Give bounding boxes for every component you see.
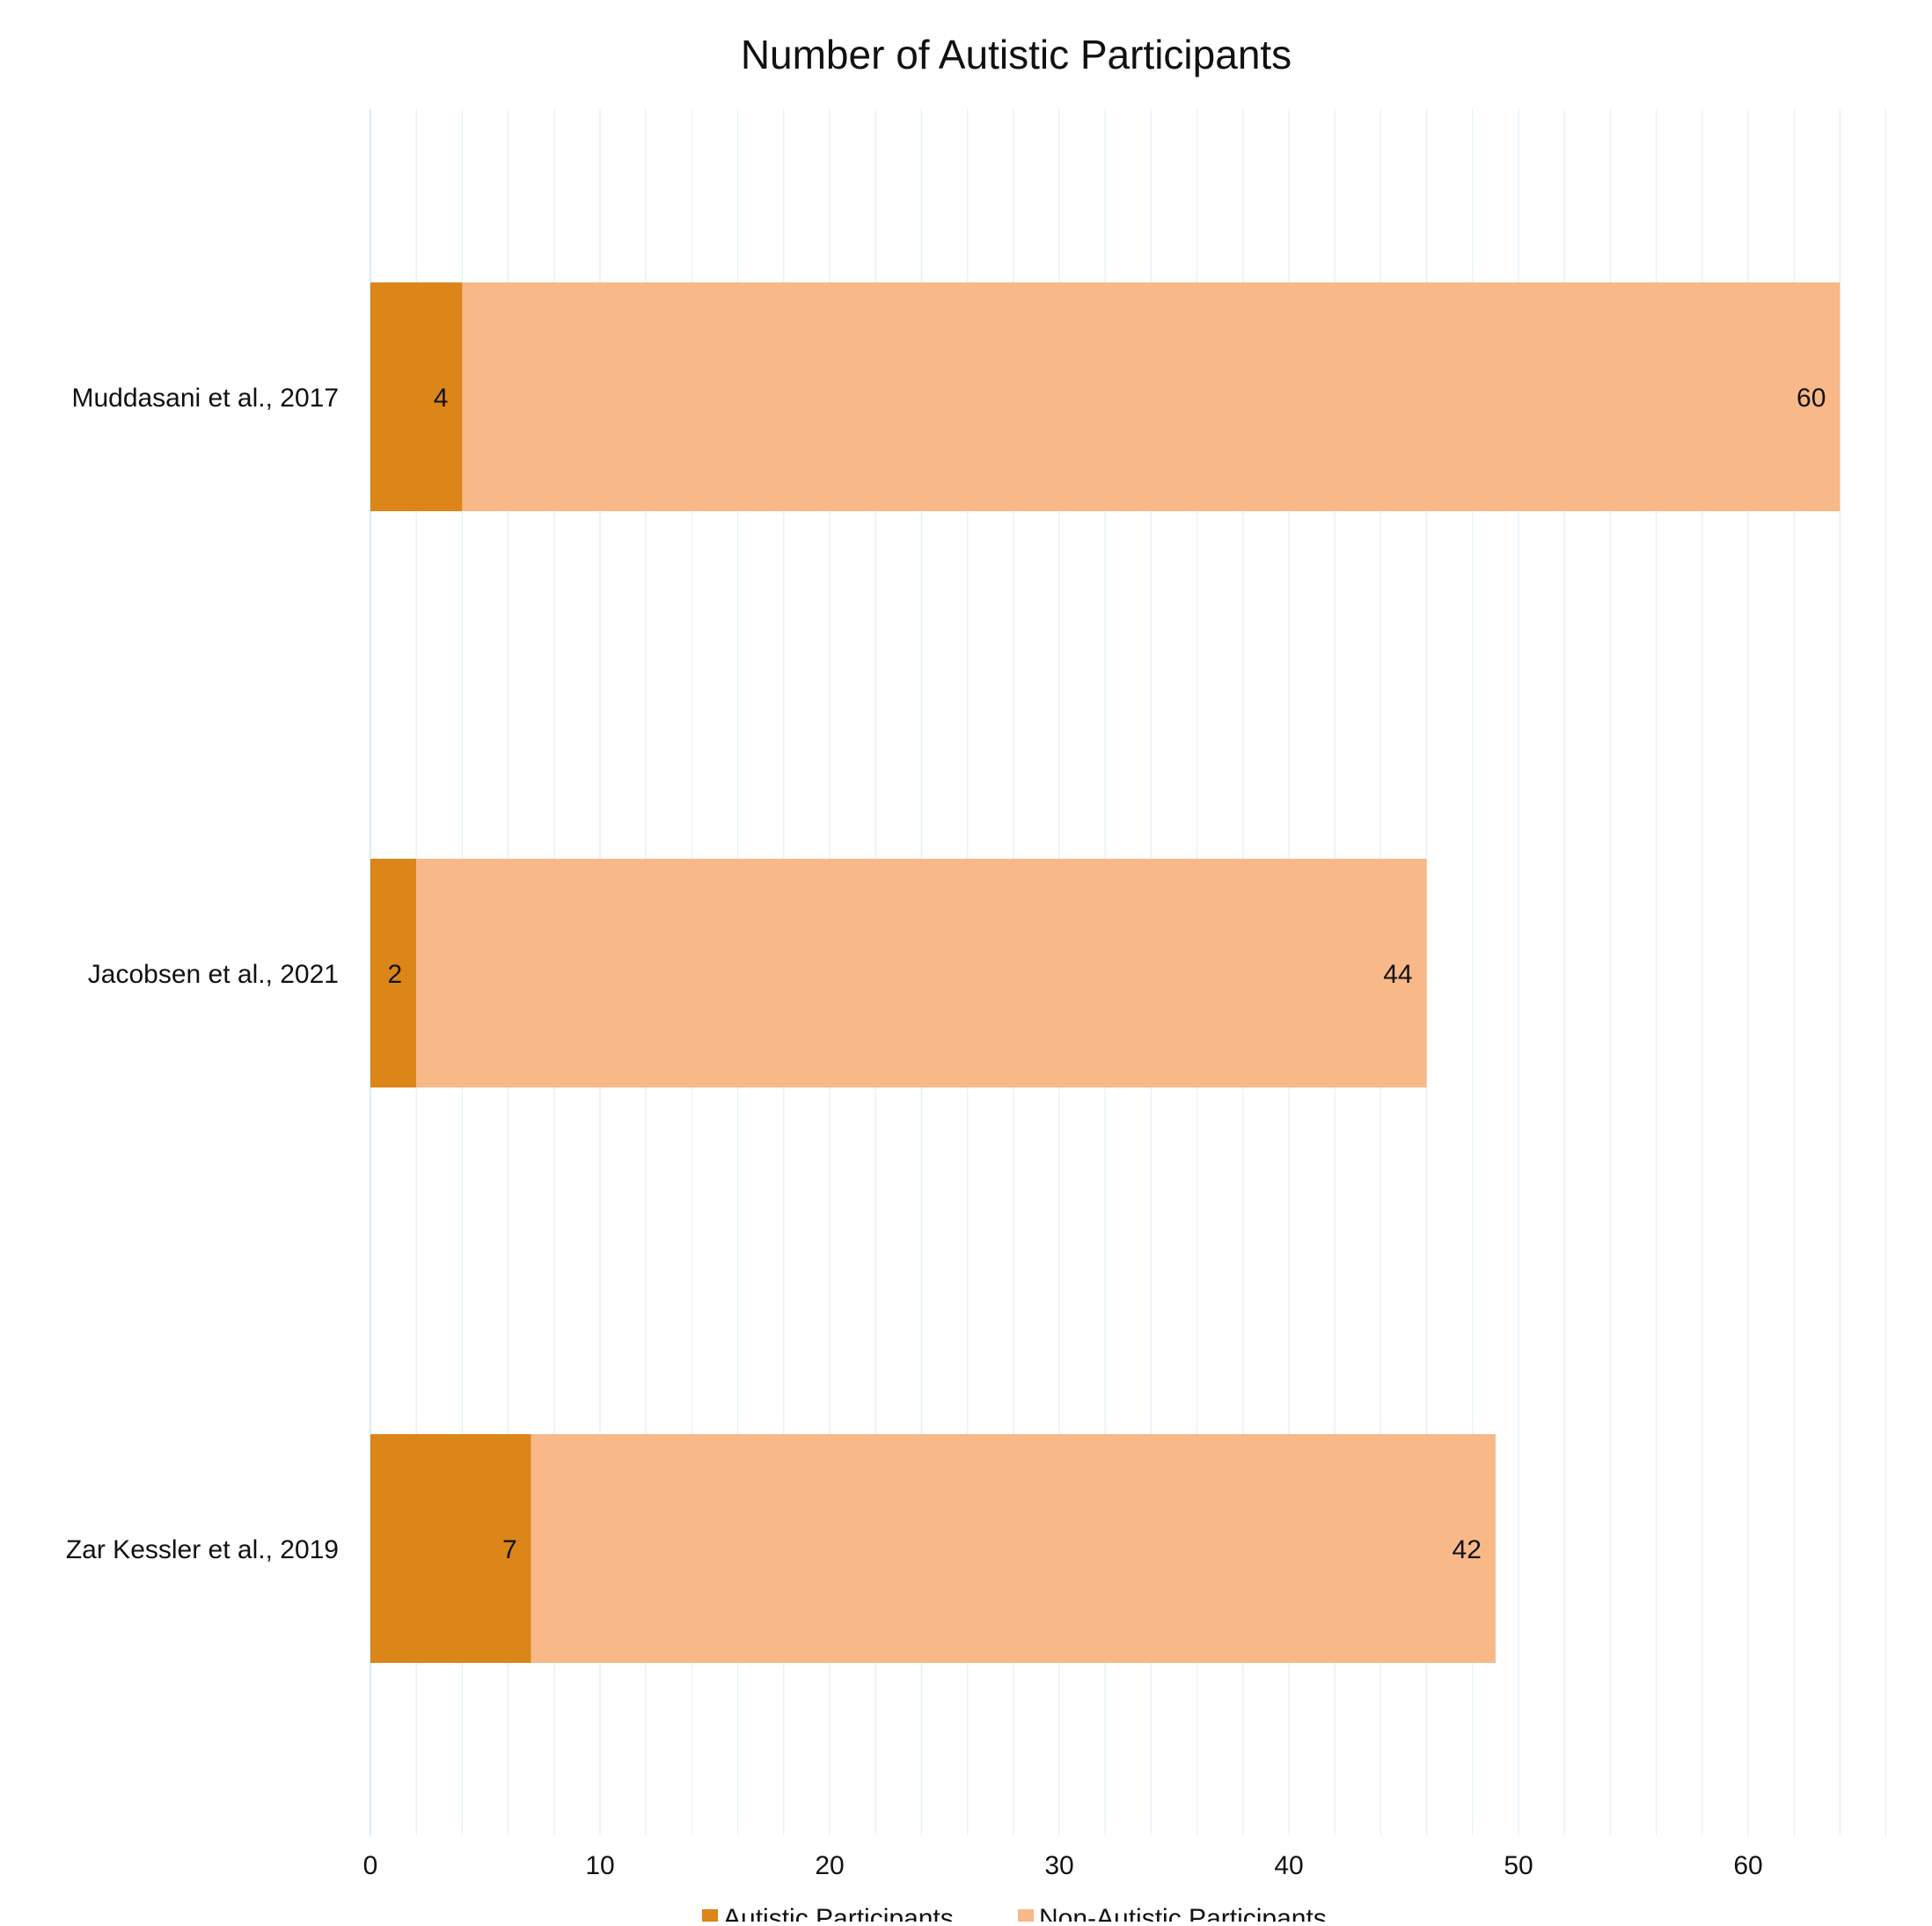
data-label-autistic-participants-jacobsen-et-al-2021: 2 (388, 960, 403, 989)
legend-item-autistic-participants[interactable]: Autistic Participants (702, 1904, 954, 1926)
bar-autistic-participants-jacobsen-et-al-2021[interactable] (370, 859, 417, 1087)
data-labels: 4 60 2 44 7 42 (388, 384, 1826, 1564)
category-label-zar-kessler-et-al-2019: Zar Kessler et al., 2019 (66, 1535, 339, 1564)
x-tick-label-60: 60 (1733, 1851, 1762, 1880)
x-tick-label-30: 30 (1044, 1851, 1073, 1880)
x-tick-label-10: 10 (585, 1851, 614, 1880)
category-label-muddasani-et-al-2017: Muddasani et al., 2017 (71, 384, 339, 413)
data-label-autistic-participants-zar-kessler-et-al-2019: 7 (502, 1535, 517, 1564)
bar-non-autistic-participants-jacobsen-et-al-2021[interactable] (416, 859, 1427, 1087)
legend[interactable]: Autistic Participants Non-Autistic Partic… (702, 1904, 1327, 1926)
legend-swatch-autistic-participants (702, 1909, 718, 1925)
bar-autistic-participants-zar-kessler-et-al-2019[interactable] (370, 1434, 531, 1663)
legend-swatch-non-autistic-participants (1018, 1909, 1034, 1925)
x-tick-labels: 0 10 20 30 40 50 60 (363, 1851, 1763, 1880)
category-label-jacobsen-et-al-2021: Jacobsen et al., 2021 (88, 960, 339, 989)
data-label-autistic-participants-muddasani-et-al-2017: 4 (434, 384, 449, 413)
x-tick-label-40: 40 (1274, 1851, 1303, 1880)
x-tick-label-20: 20 (815, 1851, 844, 1880)
legend-label-non-autistic-participants: Non-Autistic Participants (1039, 1904, 1327, 1922)
bar-autistic-participants-muddasani-et-al-2017[interactable] (370, 282, 463, 511)
bar-non-autistic-participants-zar-kessler-et-al-2019[interactable] (531, 1434, 1496, 1663)
category-labels: Muddasani et al., 2017 Jacobsen et al., 2… (66, 384, 339, 1564)
data-label-non-autistic-participants-jacobsen-et-al-2021: 44 (1383, 960, 1412, 989)
data-label-non-autistic-participants-zar-kessler-et-al-2019: 42 (1453, 1535, 1482, 1564)
data-label-non-autistic-participants-muddasani-et-al-2017: 60 (1797, 384, 1826, 413)
x-tick-label-0: 0 (363, 1851, 378, 1880)
chart-title: Number of Autistic Participants (741, 32, 1292, 77)
x-tick-label-50: 50 (1504, 1851, 1533, 1880)
bar-non-autistic-participants-muddasani-et-al-2017[interactable] (462, 282, 1841, 511)
bars (370, 282, 1841, 1663)
legend-item-non-autistic-participants[interactable]: Non-Autistic Participants (1018, 1904, 1327, 1926)
legend-label-autistic-participants: Autistic Participants (723, 1904, 954, 1922)
